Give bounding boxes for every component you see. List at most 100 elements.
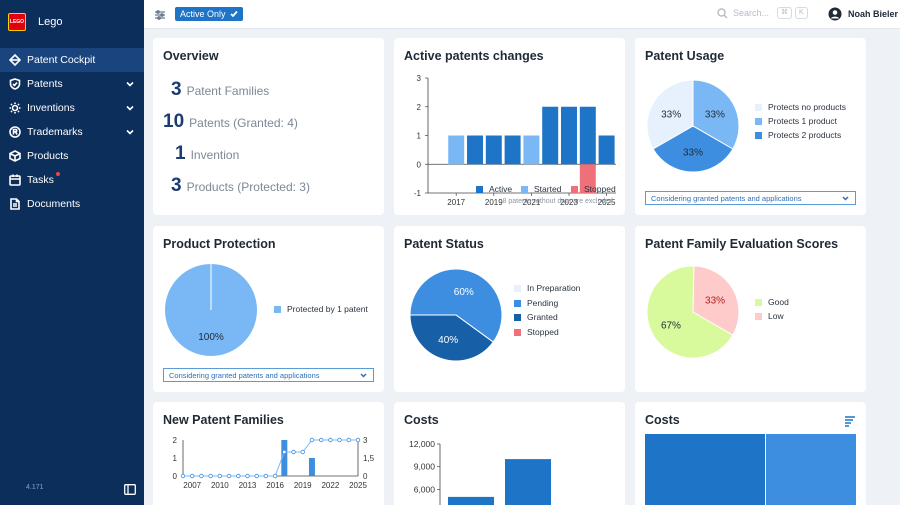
sidebar-item-documents[interactable]: Documents <box>0 192 144 216</box>
pie-slice <box>692 265 740 336</box>
cumulative-point <box>346 437 351 443</box>
sidebar-item-label: Patent Cockpit <box>27 54 96 66</box>
product-protection-card: Product Protection 100% Protected by 1 p… <box>153 226 384 392</box>
legend-active[interactable]: Active <box>476 184 512 194</box>
notification-dot <box>56 172 60 176</box>
active-patents-changes-chart: -1 0 1 2 3 2017 2019 2021 2023 2025 <box>414 74 616 207</box>
bar-started <box>523 135 540 165</box>
x-tick-label: 2025 <box>349 481 367 490</box>
bar-started <box>448 135 465 165</box>
sidebar-item-inventions[interactable]: Inventions <box>0 96 144 120</box>
slice-label: 40% <box>438 335 458 346</box>
legend-label: Active <box>489 184 513 194</box>
user-menu[interactable]: Noah Bieler <box>828 7 898 21</box>
cost-bar <box>505 459 551 505</box>
legend-granted[interactable]: Granted <box>514 312 558 322</box>
y-tick-label: 3 <box>417 74 422 83</box>
overview-value: 3 <box>171 175 182 196</box>
cumulative-point <box>355 437 361 443</box>
slice-label: 67% <box>661 320 681 331</box>
x-tick-label: 2013 <box>239 481 257 490</box>
legend-in-preparation[interactable]: In Preparation <box>514 283 580 293</box>
cumulative-point <box>190 473 195 479</box>
legend-protects-1-product[interactable]: Protects 1 product <box>755 116 837 126</box>
chevron-down-icon[interactable] <box>126 79 134 87</box>
cumulative-line <box>183 439 358 477</box>
slice-label: 33% <box>661 109 681 120</box>
chart-settings-icon[interactable] <box>844 414 856 427</box>
chevron-down-icon[interactable] <box>126 103 134 111</box>
filter-icon[interactable] <box>154 8 166 20</box>
legend-low[interactable]: Low <box>755 311 784 321</box>
evaluation-scores-pie-chart: 67% 33% <box>646 265 740 359</box>
y-tick-label: 1 <box>173 454 178 463</box>
legend-label: Protected by 1 patent <box>287 304 368 314</box>
chip-label: Active Only <box>180 9 226 19</box>
treemap-block-2[interactable] <box>766 434 856 505</box>
card-title: Costs <box>404 413 439 427</box>
cumulative-point <box>236 473 241 479</box>
lightbulb-icon <box>8 102 21 115</box>
active-only-filter-chip[interactable]: Active Only <box>175 7 243 21</box>
sidebar-item-patents[interactable]: Patents <box>0 72 144 96</box>
treemap-block-1[interactable] <box>645 434 765 505</box>
search-box[interactable]: Search... ⌘ K <box>717 7 808 19</box>
sidebar-item-trademarks[interactable]: Trademarks <box>0 120 144 144</box>
card-title: Patent Status <box>404 237 484 251</box>
brand[interactable]: LEGO Lego <box>0 0 144 44</box>
overview-value: 10 <box>163 111 185 132</box>
overview-products[interactable]: 3 Products (Protected: 3) <box>171 175 310 197</box>
top-bar: Active Only Search... ⌘ K Noah Bieler <box>144 0 900 29</box>
usage-filter-dropdown[interactable]: Considering granted patents and applicat… <box>645 191 856 205</box>
slice-label: 100% <box>198 332 224 343</box>
legend-protects-no-products[interactable]: Protects no products <box>755 102 846 112</box>
legend-label: Protects no products <box>768 102 846 112</box>
overview-value: 1 <box>175 143 186 164</box>
new-patent-families-chart: 0 1 2 0 1,5 3 2007 2010 2013 2016 2019 2022 2025 <box>173 436 375 490</box>
sidebar-item-patent-cockpit[interactable]: Patent Cockpit <box>0 48 144 72</box>
sidebar-item-label: Inventions <box>27 102 75 114</box>
search-icon <box>717 7 728 19</box>
legend-good[interactable]: Good <box>755 297 789 307</box>
box-icon <box>8 150 21 163</box>
app-version: 4.171 <box>26 484 44 491</box>
legend-started[interactable]: Started <box>521 184 561 194</box>
pie-slice <box>409 268 503 343</box>
dropdown-value: Considering granted patents and applicat… <box>651 193 802 203</box>
sidebar-nav: Patent Cockpit Patents Inventions Tradem… <box>0 48 144 216</box>
legend-protects-2-products[interactable]: Protects 2 products <box>755 130 841 140</box>
y-tick-label: 9,000 <box>414 462 436 472</box>
cumulative-point <box>226 473 232 479</box>
sidebar-item-tasks[interactable]: Tasks <box>0 168 144 192</box>
legend-label: Started <box>534 184 562 194</box>
legend-stopped[interactable]: Stopped <box>514 327 559 337</box>
dropdown-value: Considering granted patents and applicat… <box>169 370 320 380</box>
legend-pending[interactable]: Pending <box>514 298 558 308</box>
protection-filter-dropdown[interactable]: Considering granted patents and applicat… <box>163 368 374 382</box>
legend-label: Protects 2 products <box>768 130 842 140</box>
chevron-down-icon <box>842 195 849 202</box>
overview-patent-families[interactable]: 3 Patent Families <box>171 79 269 101</box>
bar-active <box>598 135 615 165</box>
overview-patents[interactable]: 10 Patents (Granted: 4) <box>163 111 298 133</box>
legend-label: Good <box>768 297 789 307</box>
overview-inventions[interactable]: 1 Invention <box>175 143 239 165</box>
bar-new-families <box>281 440 288 476</box>
legend-label: Stopped <box>527 327 559 337</box>
legend-label: Low <box>768 311 784 321</box>
cumulative-point <box>309 437 315 443</box>
chevron-down-icon[interactable] <box>126 127 134 135</box>
legend-protected-by-1-patent[interactable]: Protected by 1 patent <box>274 304 368 314</box>
excluded-note: 8 patents without data are excluded. <box>502 198 615 205</box>
legend-stopped[interactable]: Stopped <box>571 184 616 194</box>
brand-name: Lego <box>38 16 63 28</box>
user-name: Noah Bieler <box>848 9 899 19</box>
x-tick-label: 2023 <box>560 198 578 207</box>
check-icon <box>229 10 238 18</box>
sidebar-collapse-icon[interactable] <box>124 482 136 495</box>
card-title: Patent Family Evaluation Scores <box>645 237 839 251</box>
patent-usage-card: Patent Usage 33% 33% 33% Protects no produ… <box>635 38 866 215</box>
sidebar-item-products[interactable]: Products <box>0 144 144 168</box>
calendar-icon <box>8 174 21 187</box>
card-title: Costs <box>645 413 680 427</box>
